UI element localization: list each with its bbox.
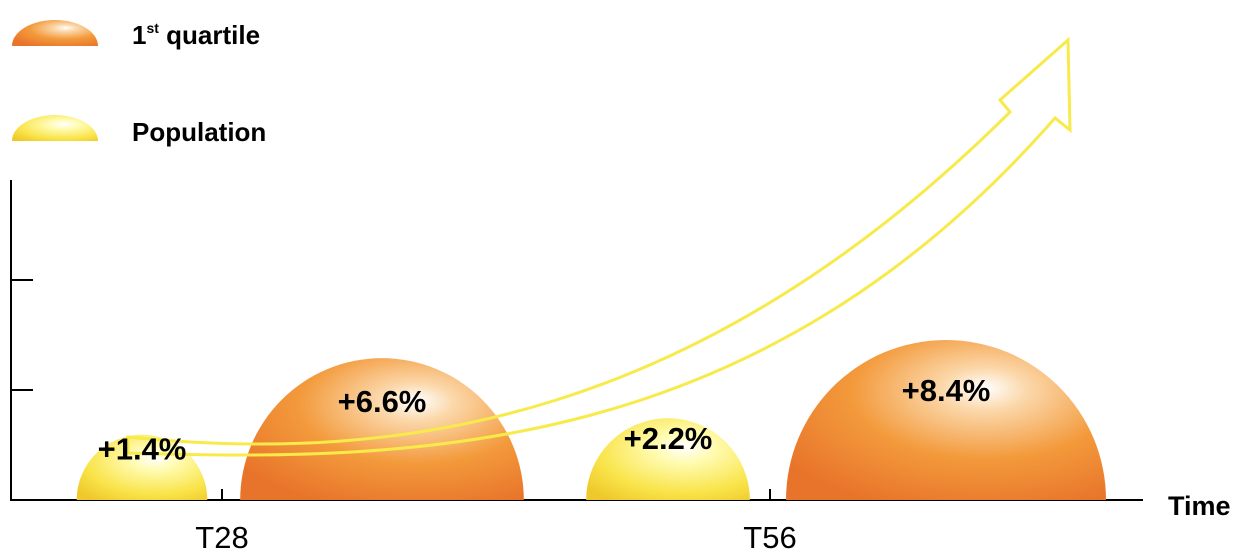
bubble-population-t28 xyxy=(76,434,208,500)
data-label: +1.4% xyxy=(98,432,187,467)
trend-arrow xyxy=(126,36,1072,457)
data-label: +6.6% xyxy=(338,384,427,419)
x-axis-label: Time xyxy=(1168,491,1231,521)
bubble-first-quartile-t56 xyxy=(786,340,1106,500)
legend-label-first-quartile: 1st quartile xyxy=(132,20,261,50)
data-label: +8.4% xyxy=(902,373,991,408)
x-tick-label: T28 xyxy=(195,520,248,555)
legend-swatch-population xyxy=(12,115,98,141)
bubble-population-t56 xyxy=(586,418,750,500)
x-tick-label: T56 xyxy=(743,520,796,555)
bubble-first-quartile-t28 xyxy=(240,358,524,500)
legend-label-population: Population xyxy=(132,117,267,147)
data-label: +2.2% xyxy=(624,421,713,456)
legend-swatch-first-quartile xyxy=(12,20,98,46)
